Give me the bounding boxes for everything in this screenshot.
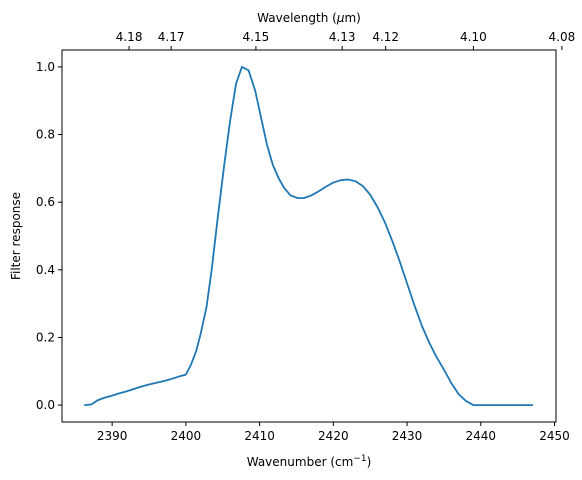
top-x-tick-label: 4.17 <box>158 30 185 44</box>
top-axis-title: Wavelength (μm) <box>257 11 361 25</box>
y-tick-label: 1.0 <box>36 60 55 74</box>
top-x-tick-label: 4.15 <box>243 30 270 44</box>
top-x-tick-label: 4.10 <box>460 30 487 44</box>
x-tick-label: 2420 <box>318 429 349 443</box>
x-tick-label: 2410 <box>244 429 275 443</box>
top-x-tick-label: 4.12 <box>372 30 399 44</box>
y-tick-label: 0.4 <box>36 263 55 277</box>
y-axis-title: Filter response <box>9 192 23 280</box>
y-tick-label: 0.6 <box>36 195 55 209</box>
x-tick-label: 2450 <box>539 429 570 443</box>
filter-response-line <box>83 66 534 406</box>
x-tick-label: 2390 <box>97 429 128 443</box>
x-axis-title: Wavenumber (cm−1) <box>247 454 372 469</box>
top-x-tick-label: 4.18 <box>116 30 143 44</box>
y-tick-label: 0.0 <box>36 398 55 412</box>
top-x-tick-label: 4.08 <box>549 30 576 44</box>
y-tick-label: 0.8 <box>36 128 55 142</box>
top-x-tick-label: 4.13 <box>329 30 356 44</box>
x-tick-label: 2430 <box>392 429 423 443</box>
x-tick-label: 2400 <box>171 429 202 443</box>
plot-frame <box>61 49 557 423</box>
x-tick-label: 2440 <box>466 429 497 443</box>
y-tick-label: 0.2 <box>36 330 55 344</box>
